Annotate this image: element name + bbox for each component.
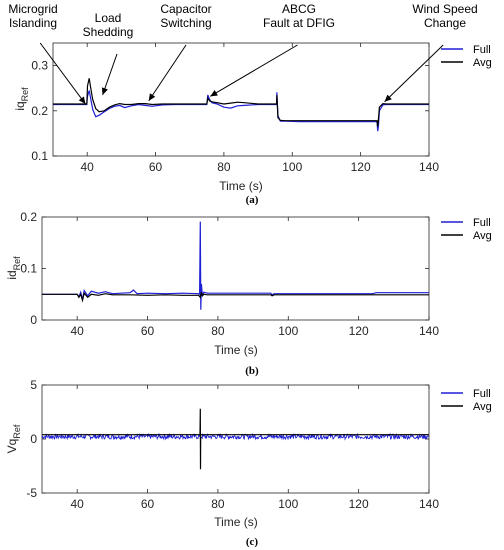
annotation-arrow bbox=[39, 42, 86, 105]
legend-label: Avg bbox=[473, 230, 492, 242]
x-tick-group: 40 60 80 100 120 140 bbox=[71, 217, 439, 338]
x-tick-group: 40 60 80 100 120 140 bbox=[81, 43, 439, 174]
x-tick-label: 60 bbox=[141, 324, 155, 338]
annotation-arrowhead bbox=[148, 93, 156, 101]
x-tick-label: 60 bbox=[141, 497, 155, 511]
legend-label: Avg bbox=[473, 401, 492, 413]
series-line-avg bbox=[53, 78, 429, 127]
annotation-text: Load bbox=[95, 11, 122, 25]
x-tick-label: 40 bbox=[71, 497, 85, 511]
legend-label: Full bbox=[473, 44, 491, 56]
legend-label: Full bbox=[473, 388, 491, 400]
y-axis-label: VqRef bbox=[5, 424, 22, 453]
annotation-text: Shedding bbox=[83, 25, 134, 39]
series-line-avg bbox=[42, 408, 429, 470]
annotation-text: Change bbox=[424, 16, 466, 30]
x-tick-label: 120 bbox=[351, 160, 371, 174]
y-tick-label: 0 bbox=[30, 313, 37, 327]
y-tick-label: 0.2 bbox=[31, 104, 48, 118]
x-tick-label: 120 bbox=[349, 324, 369, 338]
x-tick-label: 80 bbox=[217, 160, 231, 174]
x-tick-group: 40 60 80 100 120 140 bbox=[71, 385, 439, 511]
x-tick-label: 40 bbox=[71, 324, 85, 338]
x-tick-label: 40 bbox=[81, 160, 95, 174]
x-tick-label: 100 bbox=[278, 324, 298, 338]
x-tick-label: 100 bbox=[278, 497, 298, 511]
x-tick-label: 120 bbox=[349, 497, 369, 511]
panel-caption: (a) bbox=[246, 194, 259, 206]
y-tick-label: 5 bbox=[30, 378, 37, 392]
x-tick-label: 140 bbox=[419, 160, 439, 174]
x-tick-label: 60 bbox=[149, 160, 163, 174]
annotation-text: Islanding bbox=[9, 16, 57, 30]
x-axis-label: Time (s) bbox=[214, 343, 258, 357]
series-line-full bbox=[42, 221, 429, 310]
legend-label: Full bbox=[473, 217, 491, 229]
y-tick-group: -5 0 5 bbox=[26, 378, 429, 500]
y-tick-group: 0 0.1 0.2 bbox=[20, 210, 429, 327]
x-tick-label: 140 bbox=[419, 324, 439, 338]
y-tick-label: -5 bbox=[26, 486, 37, 500]
y-tick-group: 0.1 0.2 0.3 bbox=[31, 59, 429, 163]
y-tick-label: 0.1 bbox=[31, 149, 48, 163]
panel-caption: (c) bbox=[246, 536, 259, 548]
annotation-arrow bbox=[209, 44, 298, 97]
y-axis-label: iqRef bbox=[13, 87, 30, 111]
annotation-arrow bbox=[148, 44, 187, 102]
annotation-arrowhead bbox=[78, 96, 86, 105]
annotation-text: Switching bbox=[160, 16, 211, 30]
annotation-arrow bbox=[384, 44, 444, 103]
plot-area bbox=[52, 42, 430, 157]
panel-caption: (b) bbox=[245, 365, 259, 377]
y-axis-label: idRef bbox=[5, 256, 22, 280]
x-tick-label: 80 bbox=[211, 324, 225, 338]
x-tick-label: 80 bbox=[211, 497, 225, 511]
y-tick-label: 0.1 bbox=[20, 262, 37, 276]
annotation-text: Capacitor bbox=[160, 2, 211, 16]
series-line-full bbox=[41, 432, 429, 441]
series-group bbox=[53, 78, 429, 132]
series-group bbox=[42, 221, 429, 310]
annotation-text: ABCG bbox=[282, 2, 316, 16]
x-tick-label: 140 bbox=[419, 497, 439, 511]
annotation-text: Wind Speed bbox=[412, 2, 477, 16]
plot-area bbox=[41, 216, 430, 321]
series-line-avg bbox=[42, 291, 429, 303]
y-tick-label: 0.2 bbox=[20, 210, 37, 224]
series-group bbox=[41, 408, 429, 470]
plot-area bbox=[41, 384, 430, 494]
annotation-arrowhead bbox=[384, 94, 392, 102]
x-axis-label: Time (s) bbox=[219, 179, 263, 193]
legend-label: Avg bbox=[473, 57, 492, 69]
annotation-text: Microgrid bbox=[8, 2, 57, 16]
annotation-arrowhead bbox=[101, 87, 108, 95]
annotation-arrowhead bbox=[210, 90, 218, 97]
x-tick-label: 100 bbox=[282, 160, 302, 174]
annotation-arrow bbox=[102, 53, 118, 96]
annotation-text: Fault at DFIG bbox=[263, 16, 335, 30]
y-tick-label: 0 bbox=[30, 432, 37, 446]
y-tick-label: 0.3 bbox=[31, 59, 48, 73]
x-axis-label: Time (s) bbox=[214, 515, 258, 529]
